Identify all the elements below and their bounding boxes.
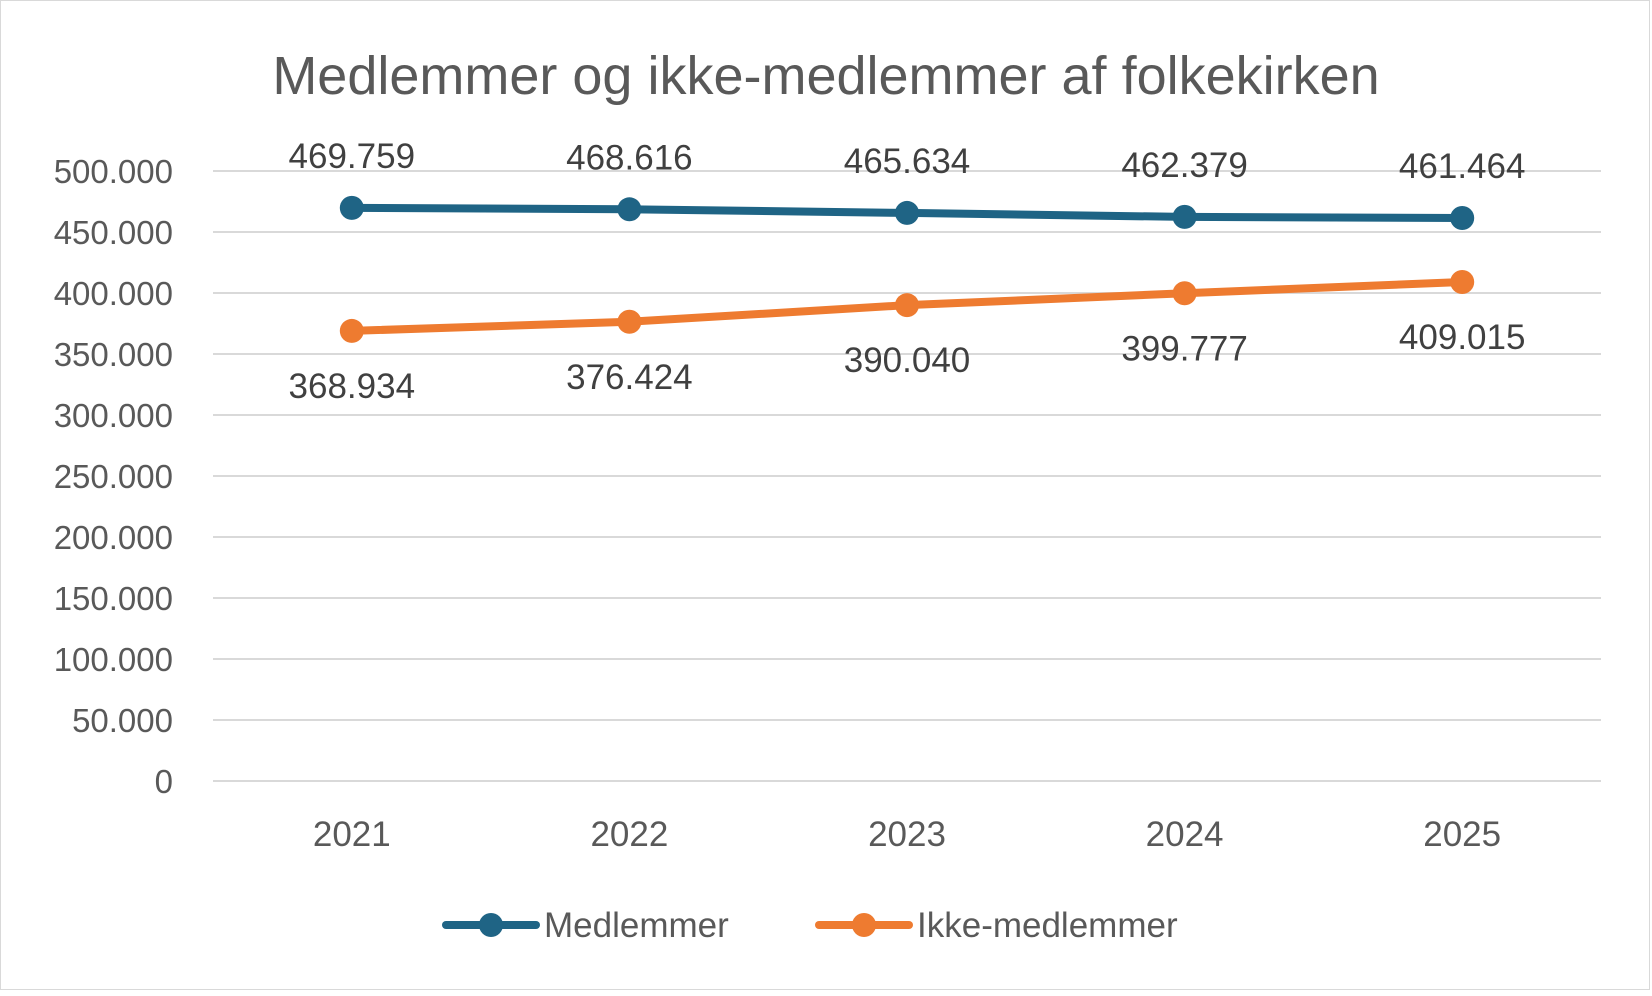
- data-label: 465.634: [844, 142, 971, 181]
- legend-label: Medlemmer: [544, 906, 729, 945]
- y-tick-label: 200.000: [54, 519, 173, 556]
- y-axis-tick-labels: 0 50.000 100.000 150.000 200.000 250.000 300.0…: [54, 153, 173, 800]
- y-tick-label: 100.000: [54, 641, 173, 678]
- data-label: 376.424: [566, 358, 693, 397]
- data-label: 390.040: [844, 341, 971, 380]
- legend-item-medlemmer: Medlemmer: [442, 906, 729, 945]
- y-tick-label: 350.000: [54, 336, 173, 373]
- gridlines: [213, 170, 1601, 782]
- data-label: 462.379: [1121, 146, 1248, 185]
- data-point: [1172, 281, 1197, 306]
- data-label: 468.616: [566, 138, 693, 177]
- data-point: [339, 318, 364, 343]
- series-medlemmer: 469.759 468.616 465.634 462.379 461.464: [289, 137, 1526, 231]
- legend-marker: [852, 913, 876, 937]
- chart-title: Medlemmer og ikke-medlemmer af folkekirk…: [272, 46, 1379, 106]
- x-tick-label: 2023: [868, 815, 946, 854]
- data-point: [1450, 206, 1475, 231]
- data-label: 368.934: [289, 367, 416, 406]
- legend-marker: [479, 913, 503, 937]
- series-layer: 469.759 468.616 465.634 462.379 461.464 368.9…: [289, 137, 1526, 406]
- x-axis-tick-labels: 2021 2022 2023 2024 2025: [313, 815, 1501, 854]
- data-point: [617, 197, 642, 222]
- y-tick-label: 50.000: [72, 702, 173, 739]
- data-point: [895, 293, 919, 318]
- series-ikke-medlemmer: 368.934 376.424 390.040 399.777 409.015: [289, 270, 1526, 406]
- data-point: [1172, 204, 1197, 229]
- legend-label: Ikke-medlemmer: [917, 906, 1178, 945]
- x-tick-label: 2022: [590, 815, 668, 854]
- y-tick-label: 400.000: [54, 275, 173, 312]
- x-tick-label: 2025: [1423, 815, 1501, 854]
- data-point: [1450, 270, 1475, 295]
- y-tick-label: 450.000: [54, 214, 173, 251]
- y-tick-label: 500.000: [54, 153, 173, 190]
- x-tick-label: 2024: [1146, 815, 1224, 854]
- data-label: 399.777: [1121, 329, 1248, 368]
- legend-item-ikke-medlemmer: Ikke-medlemmer: [815, 906, 1178, 945]
- y-tick-label: 300.000: [54, 397, 173, 434]
- data-label: 469.759: [289, 137, 416, 176]
- data-point: [339, 195, 364, 220]
- data-label: 461.464: [1399, 147, 1526, 186]
- y-tick-label: 0: [155, 763, 173, 800]
- x-tick-label: 2021: [313, 815, 391, 854]
- data-point: [617, 309, 642, 334]
- data-label: 409.015: [1399, 318, 1526, 357]
- y-tick-label: 250.000: [54, 458, 173, 495]
- data-point: [895, 200, 919, 225]
- y-tick-label: 150.000: [54, 580, 173, 617]
- legend: Medlemmer Ikke-medlemmer: [442, 906, 1178, 945]
